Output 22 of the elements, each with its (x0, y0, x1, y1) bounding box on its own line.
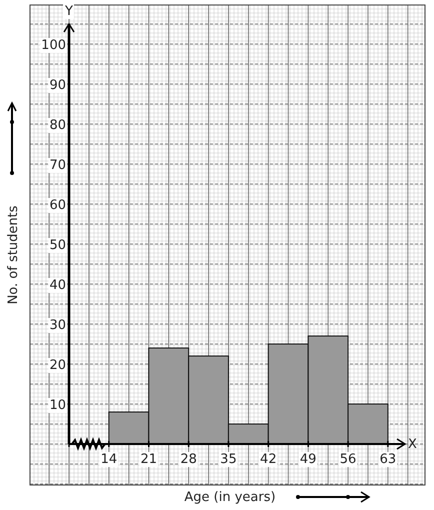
x-tick-label: 49 (300, 452, 316, 467)
y-tick-label: 50 (49, 238, 66, 253)
y-tick-label: 20 (49, 358, 66, 373)
x-tick-label: 14 (100, 452, 118, 467)
x-tick-label: 28 (180, 452, 197, 467)
x-tick-label: 42 (260, 452, 277, 467)
x-axis-title: Age (in years) (184, 490, 276, 505)
y-tick-label: 30 (49, 318, 66, 333)
y-tick-label: 90 (49, 78, 66, 93)
y-tick-label: 100 (41, 38, 66, 53)
x-tick-label: 63 (380, 452, 396, 467)
x-tick-label: 35 (220, 452, 237, 467)
y-tick-label: 70 (49, 158, 66, 173)
y-tick-label: 40 (49, 278, 66, 293)
y-tick-label: 80 (49, 118, 66, 133)
text: Y (64, 4, 74, 19)
y-tick-label: 10 (49, 398, 66, 413)
y-tick-label: 60 (49, 198, 66, 213)
text: X (408, 437, 417, 452)
x-tick-label: 21 (140, 452, 157, 467)
x-tick-label: 56 (340, 452, 356, 467)
y-axis-title: No. of students (6, 205, 21, 304)
